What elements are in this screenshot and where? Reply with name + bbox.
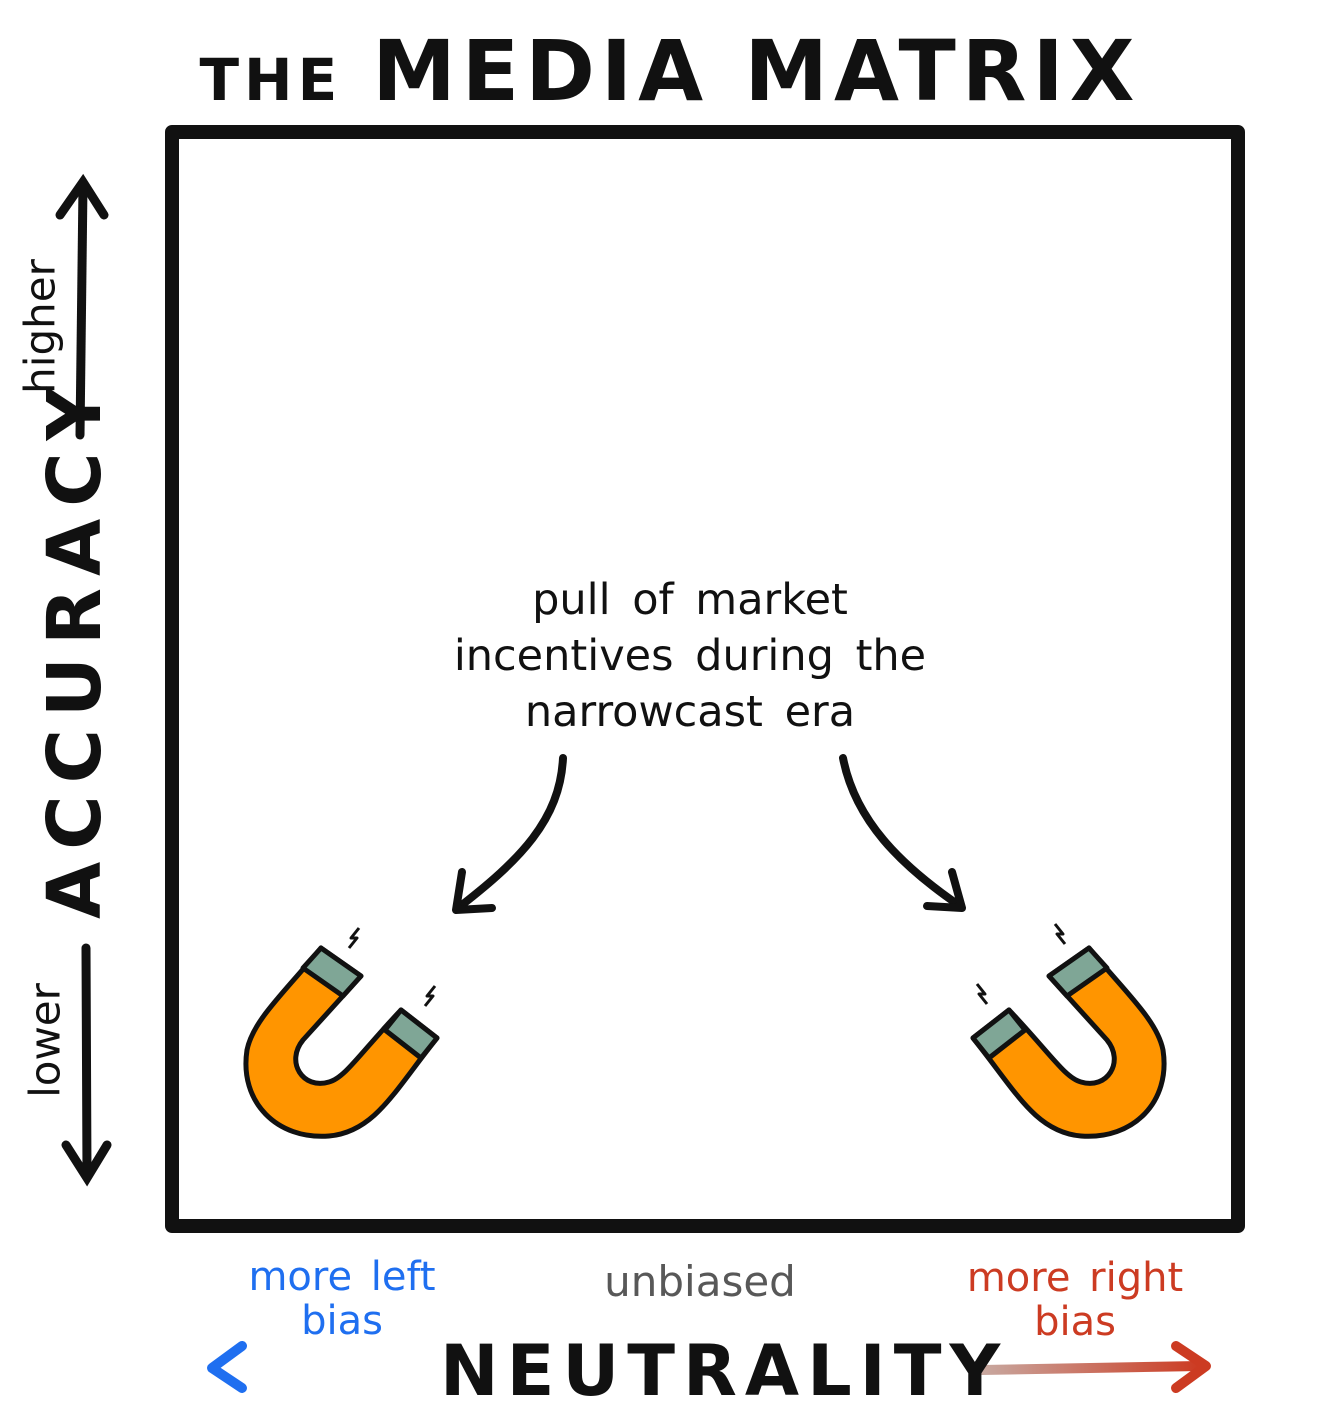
- y-axis-title: ACCURACY: [32, 374, 118, 919]
- right-pull-arrow-icon: [839, 754, 966, 912]
- y-axis-label: ACCURACY: [32, 375, 311, 919]
- title-main: MEDIA MATRIX: [372, 22, 1141, 120]
- left-bias-arrow-icon: [207, 1341, 425, 1393]
- left-pull-arrow-icon: [452, 754, 567, 914]
- magnet-icon: [243, 927, 440, 1139]
- down-arrow-icon: [61, 943, 112, 1187]
- market-pull-annotation: pull of market incentives during the nar…: [453, 575, 927, 737]
- x-axis-title: NEUTRALITY: [440, 1330, 1009, 1412]
- matrix-frame: [165, 125, 1245, 1233]
- y-axis-low-label: lower: [20, 983, 70, 1098]
- title-prefix: THE: [199, 46, 343, 114]
- diagram-title: THE MEDIA MATRIX: [0, 22, 1340, 120]
- up-arrow-icon: [55, 173, 109, 440]
- magnet-icon: [970, 923, 1167, 1139]
- y-axis-high-label: higher: [15, 259, 65, 394]
- x-axis-center-label: unbiased: [604, 1257, 796, 1306]
- right-bias-arrow-icon: [977, 1341, 1211, 1393]
- x-axis-left-label: more left bias: [248, 1254, 436, 1344]
- x-axis-right-label: more right bias: [966, 1255, 1184, 1345]
